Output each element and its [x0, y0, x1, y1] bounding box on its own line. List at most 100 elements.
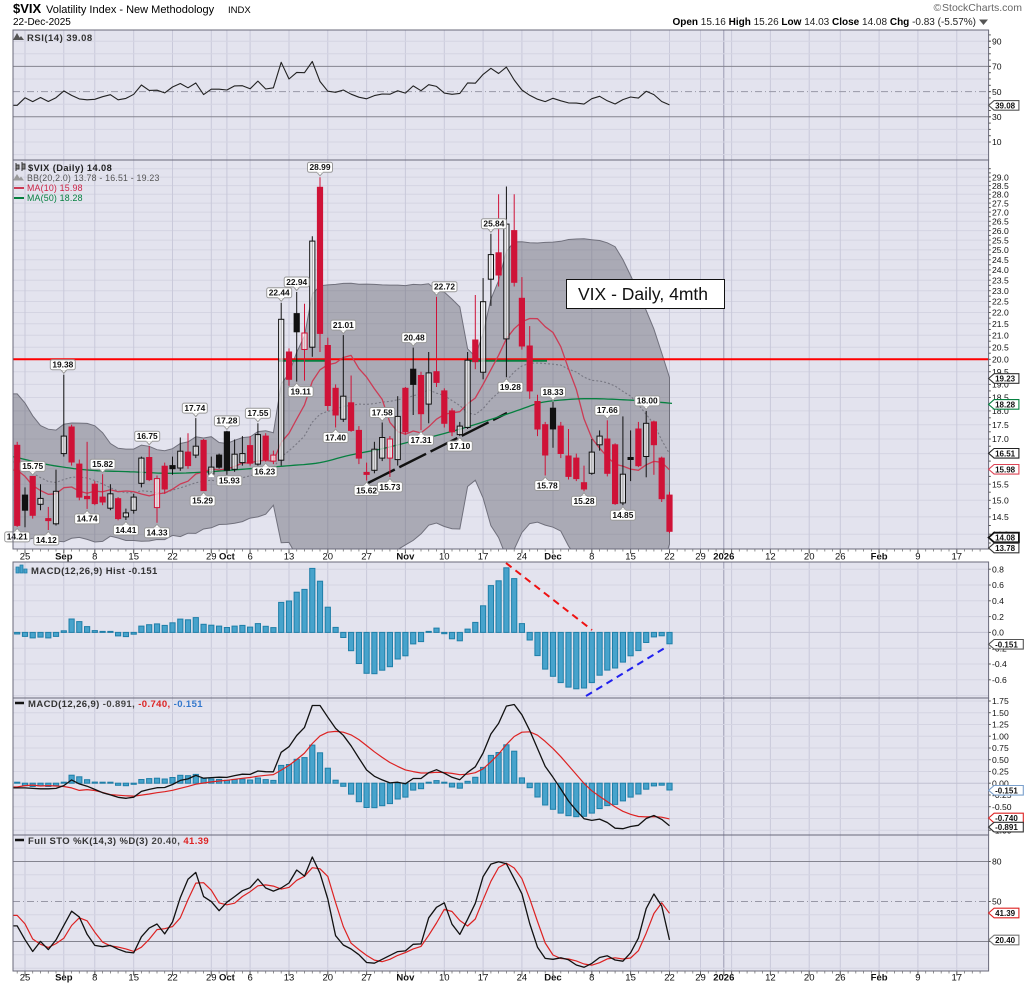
svg-text:-0.50: -0.50	[992, 802, 1012, 812]
svg-text:22: 22	[167, 552, 178, 563]
svg-text:0.8: 0.8	[992, 564, 1004, 574]
svg-text:41.39: 41.39	[995, 909, 1016, 918]
svg-text:29: 29	[206, 552, 217, 563]
svg-text:17.10: 17.10	[449, 441, 470, 451]
svg-text:15.73: 15.73	[379, 482, 400, 492]
svg-text:17: 17	[478, 552, 489, 563]
svg-text:18.0: 18.0	[992, 406, 1009, 416]
svg-text:15.5: 15.5	[992, 479, 1009, 489]
svg-text:22.5: 22.5	[992, 297, 1009, 307]
svg-text:-0.6: -0.6	[992, 675, 1007, 685]
svg-text:MA(50) 18.28: MA(50) 18.28	[27, 193, 83, 203]
svg-text:17.66: 17.66	[597, 405, 618, 415]
svg-text:Dec: Dec	[544, 973, 561, 983]
svg-text:RSI(14) 39.08: RSI(14) 39.08	[27, 33, 93, 44]
svg-text:14.5: 14.5	[992, 512, 1009, 522]
svg-text:17: 17	[478, 973, 489, 983]
svg-text:22: 22	[664, 552, 675, 563]
svg-text:1.75: 1.75	[992, 696, 1009, 706]
svg-text:15.28: 15.28	[574, 496, 595, 506]
svg-text:24.5: 24.5	[992, 255, 1009, 265]
svg-text:16.75: 16.75	[137, 431, 158, 441]
svg-text:25: 25	[20, 973, 31, 983]
svg-text:21.5: 21.5	[992, 319, 1009, 329]
svg-text:22: 22	[664, 973, 675, 983]
svg-text:22.0: 22.0	[992, 308, 1009, 318]
svg-text:20.40: 20.40	[995, 936, 1016, 945]
svg-text:22: 22	[167, 973, 178, 983]
svg-text:15: 15	[128, 973, 139, 983]
svg-text:15: 15	[625, 973, 636, 983]
svg-text:26.5: 26.5	[992, 217, 1009, 227]
svg-text:29: 29	[206, 973, 217, 983]
svg-text:22.94: 22.94	[286, 277, 307, 287]
svg-text:2026: 2026	[713, 973, 734, 983]
svg-text:90: 90	[992, 36, 1002, 46]
svg-text:8: 8	[589, 973, 594, 983]
svg-text:19.5: 19.5	[992, 367, 1009, 377]
svg-text:Feb: Feb	[871, 552, 888, 563]
svg-text:25.84: 25.84	[483, 219, 504, 229]
svg-text:17: 17	[952, 973, 963, 983]
svg-text:17: 17	[952, 552, 963, 563]
svg-text:Sep: Sep	[55, 552, 73, 563]
svg-text:VIX - Daily, 4mth: VIX - Daily, 4mth	[578, 284, 708, 304]
svg-text:Nov: Nov	[396, 973, 415, 983]
svg-text:23.0: 23.0	[992, 286, 1009, 296]
svg-text:22-Dec-2025: 22-Dec-2025	[13, 17, 71, 28]
svg-text:$VIX: $VIX	[13, 1, 42, 16]
svg-text:15.75: 15.75	[22, 461, 43, 471]
svg-text:20: 20	[804, 973, 815, 983]
svg-text:10: 10	[439, 973, 450, 983]
svg-text:Full STO %K(14,3) %D(3) 20.40,: Full STO %K(14,3) %D(3) 20.40, 41.39	[28, 836, 209, 847]
svg-text:8: 8	[92, 552, 97, 563]
svg-text:MACD(12,26,9) -0.891, -0.740,: MACD(12,26,9) -0.891, -0.740, -0.151	[28, 699, 203, 710]
svg-text:22.44: 22.44	[269, 288, 290, 298]
svg-text:26: 26	[835, 552, 846, 563]
svg-text:Dec: Dec	[544, 552, 561, 563]
svg-text:14.08: 14.08	[995, 534, 1016, 543]
svg-text:17.74: 17.74	[184, 403, 205, 413]
svg-text:19.28: 19.28	[500, 382, 521, 392]
svg-text:9: 9	[915, 973, 920, 983]
svg-text:27: 27	[361, 552, 372, 563]
svg-text:0.4: 0.4	[992, 596, 1004, 606]
svg-text:15.29: 15.29	[192, 496, 213, 506]
svg-text:Oct: Oct	[219, 552, 236, 563]
svg-text:0.75: 0.75	[992, 743, 1009, 753]
svg-text:0.2: 0.2	[992, 612, 1004, 622]
svg-text:14.41: 14.41	[115, 525, 136, 535]
svg-text:80: 80	[992, 857, 1002, 867]
svg-text:19.38: 19.38	[52, 360, 73, 370]
svg-text:15: 15	[128, 552, 139, 563]
svg-text:20: 20	[323, 973, 334, 983]
svg-text:Feb: Feb	[871, 973, 888, 983]
svg-text:12: 12	[765, 552, 776, 563]
svg-text:19.0: 19.0	[992, 380, 1009, 390]
svg-text:27.5: 27.5	[992, 198, 1009, 208]
svg-text:14.85: 14.85	[612, 510, 633, 520]
svg-text:18.00: 18.00	[637, 396, 658, 406]
svg-text:25: 25	[20, 552, 31, 563]
svg-text:28.99: 28.99	[310, 162, 331, 172]
svg-text:22.72: 22.72	[434, 282, 455, 292]
svg-text:24.0: 24.0	[992, 265, 1009, 275]
svg-text:27: 27	[361, 973, 372, 983]
svg-text:17.58: 17.58	[372, 407, 393, 417]
svg-text:2026: 2026	[713, 552, 734, 563]
svg-text:Open 15.16 High 15.26 Low 14.0: Open 15.16 High 15.26 Low 14.03 Close 14…	[672, 17, 976, 28]
svg-text:29.0: 29.0	[992, 172, 1009, 182]
svg-text:15.78: 15.78	[537, 480, 558, 490]
svg-text:21.0: 21.0	[992, 331, 1009, 341]
svg-text:13.78: 13.78	[995, 544, 1016, 553]
svg-text:15: 15	[625, 552, 636, 563]
svg-text:-0.891: -0.891	[995, 823, 1018, 832]
svg-text:8: 8	[92, 973, 97, 983]
svg-text:23.5: 23.5	[992, 275, 1009, 285]
svg-text:BB(20,2.0) 13.78 - 16.51 - 19.: BB(20,2.0) 13.78 - 16.51 - 19.23	[27, 173, 160, 183]
svg-text:24: 24	[517, 973, 528, 983]
svg-text:17.31: 17.31	[411, 435, 432, 445]
svg-text:-0.740: -0.740	[995, 814, 1018, 823]
svg-text:10: 10	[439, 552, 450, 563]
svg-text:20.5: 20.5	[992, 342, 1009, 352]
